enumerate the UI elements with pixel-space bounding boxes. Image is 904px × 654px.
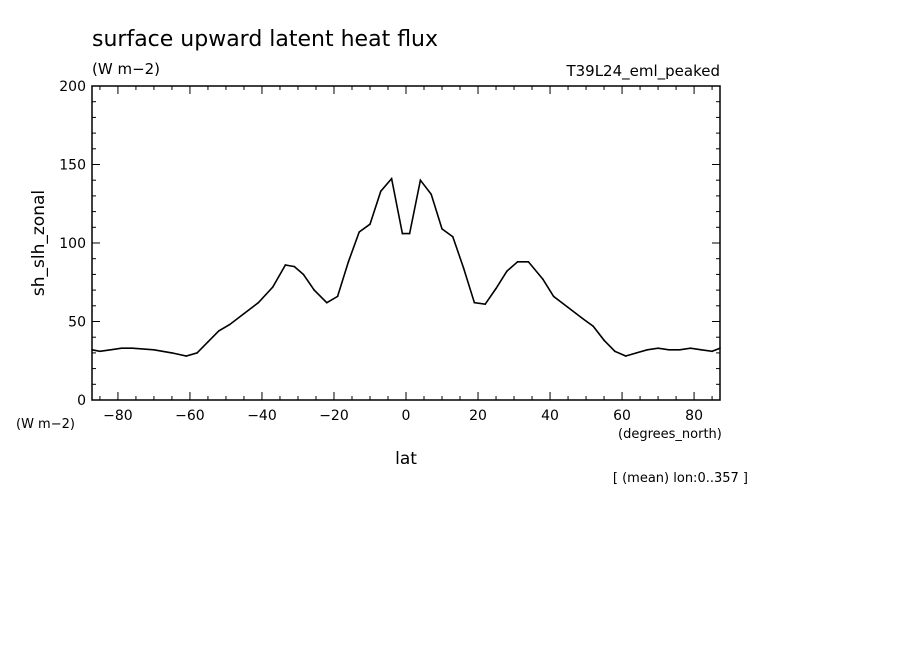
series-point [473, 301, 476, 304]
x-tick-label: −20 [319, 408, 349, 424]
series-point [689, 347, 692, 349]
series-point [185, 355, 188, 357]
y-tick-label: 100 [59, 236, 86, 252]
series-point [635, 352, 638, 354]
series-point [516, 261, 519, 263]
series-point [401, 232, 404, 235]
x-tick-label: −60 [175, 408, 205, 424]
series-point [430, 193, 433, 196]
series-line-zonal-mean [91, 176, 721, 357]
footnote: [ (mean) lon:0..357 ] [613, 471, 748, 486]
series-point [325, 301, 328, 304]
series-point [614, 350, 616, 353]
series-point [646, 348, 649, 351]
series-point [719, 347, 721, 349]
chart-units: (W m−2) [92, 60, 160, 78]
series-point [567, 306, 569, 309]
series-point [243, 312, 245, 315]
series-point [657, 347, 659, 349]
series-point [257, 301, 260, 304]
series-point [700, 348, 703, 351]
x-tick-labels: −80 −60 −40 −20 0 20 40 60 80 [103, 408, 703, 424]
x-tick-label: −80 [103, 408, 133, 424]
y-tick-labels: 0 50 100 150 200 [59, 79, 86, 409]
series-point [207, 341, 209, 343]
series-point [484, 303, 487, 306]
minor-ticks [92, 86, 720, 400]
series-point [379, 190, 382, 192]
plot-frame [91, 85, 721, 401]
x-tick-label: 80 [685, 408, 703, 424]
series-point [171, 352, 173, 354]
x-axis-title: lat [395, 449, 417, 469]
series-point [390, 177, 393, 180]
y-tick-label: 0 [77, 393, 86, 409]
series-point [506, 270, 508, 273]
series-point [711, 350, 713, 353]
series-point [228, 323, 231, 326]
series-point [120, 347, 123, 349]
series-point [153, 348, 155, 351]
series-point [527, 261, 530, 263]
series-point [668, 348, 670, 351]
series-point [91, 348, 93, 351]
series-point [462, 267, 465, 269]
series-point [408, 232, 411, 235]
series-points [91, 177, 721, 357]
x-tick-label: 60 [613, 408, 631, 424]
y-tick-label: 50 [68, 315, 86, 331]
x-tick-label: 0 [402, 408, 411, 424]
series-point [678, 348, 681, 351]
chart-title: surface upward latent heat flux [92, 27, 438, 52]
series-point [313, 289, 315, 291]
series-point [271, 286, 274, 288]
series-point [347, 261, 350, 263]
series-point [99, 350, 101, 353]
series-point [603, 339, 605, 342]
series-point [358, 231, 360, 233]
series-point [552, 295, 555, 298]
series-point [495, 287, 497, 290]
series-point [196, 352, 198, 354]
series-point [284, 264, 287, 266]
y-tick-label: 200 [59, 79, 86, 95]
series-point [441, 228, 443, 230]
experiment-label: T39L24_eml_peaked [565, 62, 720, 81]
x-tick-label: −40 [247, 408, 277, 424]
x-tick-label: 20 [469, 408, 487, 424]
series-point [592, 325, 595, 328]
series-point [581, 317, 584, 320]
y-tick-label: 150 [59, 158, 86, 174]
x-axis-units: (degrees_north) [618, 427, 722, 442]
series-point [419, 179, 422, 181]
series-point [624, 355, 627, 357]
major-ticks [92, 85, 720, 401]
series-point [452, 235, 454, 238]
series-point [109, 348, 112, 351]
series-point [131, 347, 134, 349]
y-axis-title: sh_slh_zonal [29, 190, 49, 296]
series-point [293, 265, 296, 268]
series-point [369, 223, 371, 225]
y-axis-units: (W m−2) [16, 417, 75, 432]
series-point [336, 295, 339, 298]
series-point [302, 273, 305, 276]
series-point [217, 330, 220, 332]
series-point [542, 278, 544, 280]
x-tick-label: 40 [541, 408, 559, 424]
